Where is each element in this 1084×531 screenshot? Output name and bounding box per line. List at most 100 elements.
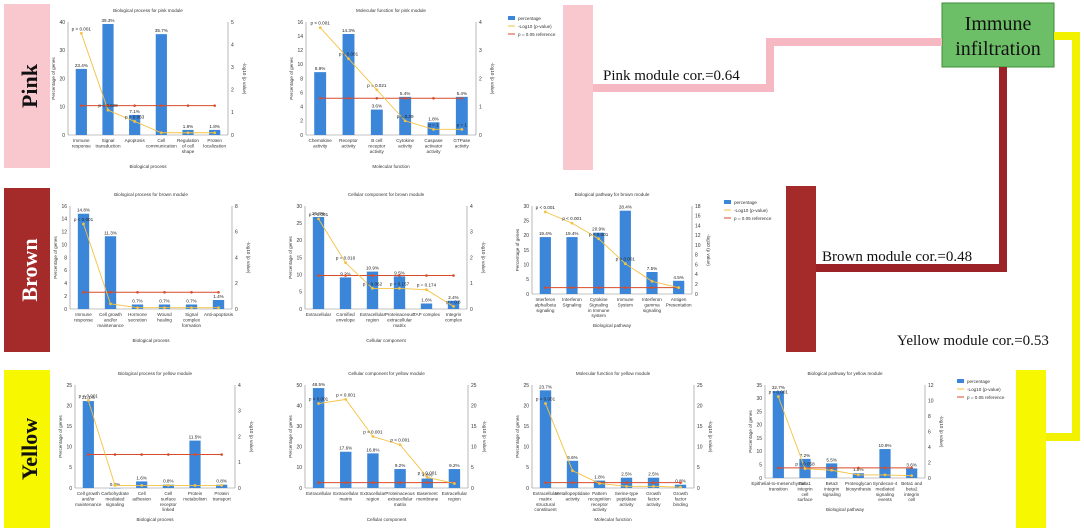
y2-tick-label: 16	[695, 214, 701, 220]
category-label: Pattern recognition receptor activity	[588, 491, 611, 512]
y-tick-label: 20	[296, 445, 302, 451]
brown-module-block	[786, 186, 816, 352]
x-axis-label: Molecular function	[594, 517, 632, 522]
pvalue-label: p < 0.001	[79, 393, 99, 398]
bar-value-label: 0.7%	[132, 298, 142, 303]
y2-tick-label: 0	[470, 307, 473, 313]
reference-point	[777, 466, 780, 470]
category-label: Proteoglycan biosynthesis	[845, 481, 872, 491]
y-tick-label: 12	[61, 230, 67, 236]
y2-tick-label: 0	[231, 133, 234, 139]
bar-value-label: 39.3%	[101, 18, 114, 23]
reference-point	[213, 104, 216, 107]
y-tick-label: 6	[300, 90, 303, 96]
y2-tick-label: 25	[697, 383, 703, 389]
pvalue-label: p = 0.001	[418, 470, 438, 475]
legend-swatch-percentage	[508, 16, 515, 20]
y2-axis-label: -log10 (p value)	[242, 63, 247, 95]
pvalue-point	[136, 306, 139, 310]
bar	[312, 388, 325, 488]
pvalue-label: p = 0.29	[397, 114, 414, 119]
y-tick-label: 10	[296, 465, 302, 471]
bar-value-label: 11.3%	[104, 230, 117, 235]
yellow-connector	[1046, 32, 1080, 441]
pvalue-label: p = 0.174	[417, 283, 437, 288]
y-tick-label: 4	[300, 105, 303, 111]
bar-value-label: 10.9%	[878, 443, 891, 448]
pvalue-point	[344, 398, 348, 401]
y-tick-label: 14	[297, 34, 303, 40]
category-label: Syndecan-4 mediated signaling events	[873, 481, 898, 502]
category-label: B cell receptor activity	[368, 138, 385, 154]
bar	[447, 300, 460, 309]
pvalue-point	[625, 484, 628, 488]
reference-point	[160, 104, 163, 107]
bar-value-label: 0.8%	[675, 479, 685, 484]
bar-value-label: 1.4%	[213, 294, 223, 299]
brown-module-label: Brown	[17, 238, 42, 301]
reference-point	[452, 274, 455, 277]
y-tick-label: 20	[523, 233, 529, 239]
pvalue-point	[317, 217, 320, 221]
y-tick-label: 0	[64, 307, 67, 313]
reference-point	[163, 290, 166, 294]
bar	[189, 440, 201, 488]
y-axis-label: Percentage of genes	[58, 415, 63, 458]
pvalue-point	[570, 221, 574, 225]
y2-tick-label: 4	[928, 445, 931, 451]
bar-value-label: 19.4%	[539, 231, 552, 236]
category-label: Extracellular	[306, 491, 332, 496]
reference-point	[167, 453, 170, 456]
reference-point	[82, 290, 85, 294]
reference-point	[190, 290, 193, 294]
category-label: Growth factor activity	[646, 491, 661, 507]
bar-value-label: 3.6%	[372, 104, 382, 109]
category-label: Hormone secretion	[128, 312, 147, 322]
y2-tick-label: 12	[928, 383, 934, 389]
bar	[370, 109, 383, 135]
y-tick-label: 50	[296, 383, 302, 389]
bar-value-label: 9.2%	[449, 463, 459, 468]
category-label: Signal complex formation	[182, 312, 202, 328]
pvalue-point	[452, 305, 455, 308]
bar	[448, 469, 461, 488]
y2-tick-label: 3	[238, 409, 241, 415]
pink-module-block	[563, 5, 593, 170]
category-label: Extracellular region	[360, 312, 386, 322]
pvalue-point	[371, 435, 375, 438]
bar-value-label: 0.7%	[159, 298, 169, 303]
bar-value-label: 0.8%	[216, 479, 226, 484]
pvalue-point	[425, 475, 429, 479]
pvalue-point	[652, 484, 655, 488]
pvalue-label: p < 0.001	[72, 26, 92, 31]
category-label: Receptor activity	[339, 138, 358, 148]
bar	[129, 114, 141, 135]
pvalue-point	[375, 88, 379, 92]
reference-point	[425, 481, 429, 484]
reference-point	[317, 274, 320, 277]
category-label: Cytokine Signaling in Immune system	[588, 297, 610, 318]
y2-tick-label: 8	[928, 414, 931, 420]
y2-tick-label: 5	[471, 465, 474, 471]
pvalue-label: p < 0.001	[390, 438, 410, 443]
category-label: Wound healing	[157, 312, 172, 322]
x-axis-label: Biological process	[129, 164, 167, 169]
pvalue-point	[217, 306, 220, 310]
reference-point	[679, 481, 682, 484]
pvalue-line	[545, 211, 679, 289]
category-label: Caspase activator activity	[424, 138, 443, 154]
y-tick-label: 10	[61, 242, 67, 248]
brown-correlation-label: Brown module cor.=0.48	[822, 249, 972, 265]
y-tick-label: 10	[297, 62, 303, 68]
category-label: GTPase activity	[453, 138, 470, 148]
y-tick-label: 0	[299, 486, 302, 492]
reference-point	[80, 104, 83, 107]
category-label: Regulation of cell shape	[177, 138, 199, 154]
bar-value-label: 1.8%	[594, 475, 604, 480]
pvalue-point	[597, 237, 601, 241]
bar-value-label: 5.5%	[826, 457, 836, 462]
chart-title: Molecular function for yellow module	[576, 371, 651, 376]
bar	[906, 468, 918, 478]
bar	[314, 72, 327, 135]
